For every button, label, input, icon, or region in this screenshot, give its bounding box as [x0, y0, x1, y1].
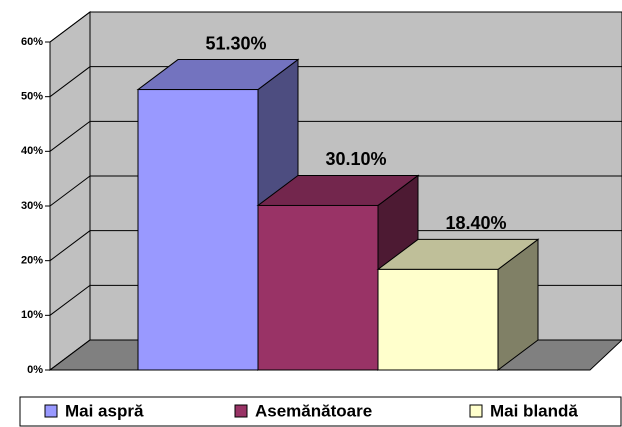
y-tick-label: 50% [21, 91, 43, 103]
y-tick-label: 0% [27, 364, 43, 376]
legend-swatch [234, 404, 248, 418]
y-tick-label: 10% [21, 309, 43, 321]
legend-label: Mai blandă [490, 401, 578, 420]
legend-label: Mai aspră [65, 401, 144, 420]
grid-line [49, 230, 622, 262]
legend-box [19, 396, 622, 427]
y-tick-label: 40% [21, 145, 43, 157]
y-tick-label: 30% [21, 200, 43, 212]
legend-swatch [469, 404, 483, 418]
grid-line [49, 120, 622, 152]
bar [377, 268, 499, 371]
bar [137, 89, 259, 371]
legend-label: Asemănătoare [255, 401, 372, 420]
grid-line [49, 175, 622, 207]
grid-line [49, 11, 622, 43]
y-tick-label: 60% [21, 36, 43, 48]
legend-swatch [44, 404, 58, 418]
bar [257, 204, 379, 371]
grid-line [49, 66, 622, 98]
y-tick-label: 20% [21, 255, 43, 267]
value-label: 18.40% [445, 213, 506, 233]
value-label: 51.30% [205, 33, 266, 53]
value-label: 30.10% [325, 149, 386, 169]
